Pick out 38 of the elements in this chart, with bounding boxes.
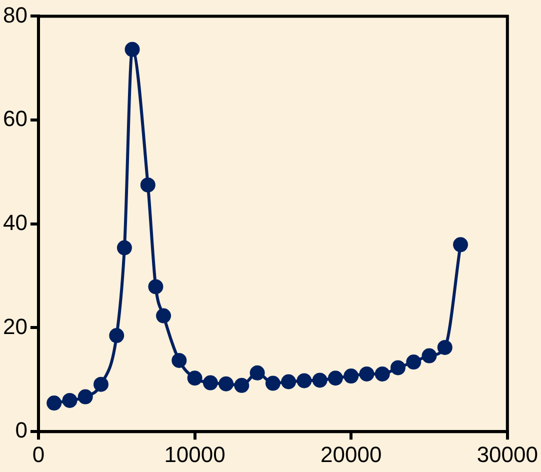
x-tick-label: 20000 [320, 442, 382, 467]
point [46, 396, 62, 411]
point [359, 366, 374, 382]
point [109, 328, 124, 344]
point [202, 375, 218, 390]
point [187, 370, 202, 386]
point [250, 365, 265, 380]
point [93, 376, 108, 392]
x-tick-label: 30000 [476, 442, 538, 467]
point [116, 240, 132, 256]
point [296, 373, 312, 388]
y-tick-label: 60 [2, 106, 28, 132]
point [265, 376, 280, 391]
x-tick-label: 10000 [164, 442, 226, 467]
point [78, 389, 93, 404]
point [281, 374, 296, 390]
point [422, 348, 437, 364]
point [328, 370, 343, 386]
y-tick-label: 80 [2, 2, 28, 28]
point [453, 237, 468, 252]
y-tick-label: 40 [2, 210, 28, 235]
y-tick-label: 0 [15, 418, 28, 443]
point [390, 360, 406, 376]
x-tick-label: 0 [32, 442, 45, 467]
point [172, 352, 187, 368]
point [406, 354, 422, 370]
point [312, 372, 328, 388]
point [140, 177, 156, 192]
point [374, 366, 390, 382]
point [62, 392, 78, 408]
point [124, 42, 140, 57]
y-tick-label: 20 [2, 314, 28, 339]
point [437, 340, 452, 355]
point [234, 378, 250, 393]
point [218, 376, 234, 392]
point [148, 279, 164, 294]
point [344, 368, 359, 384]
point [156, 308, 172, 324]
